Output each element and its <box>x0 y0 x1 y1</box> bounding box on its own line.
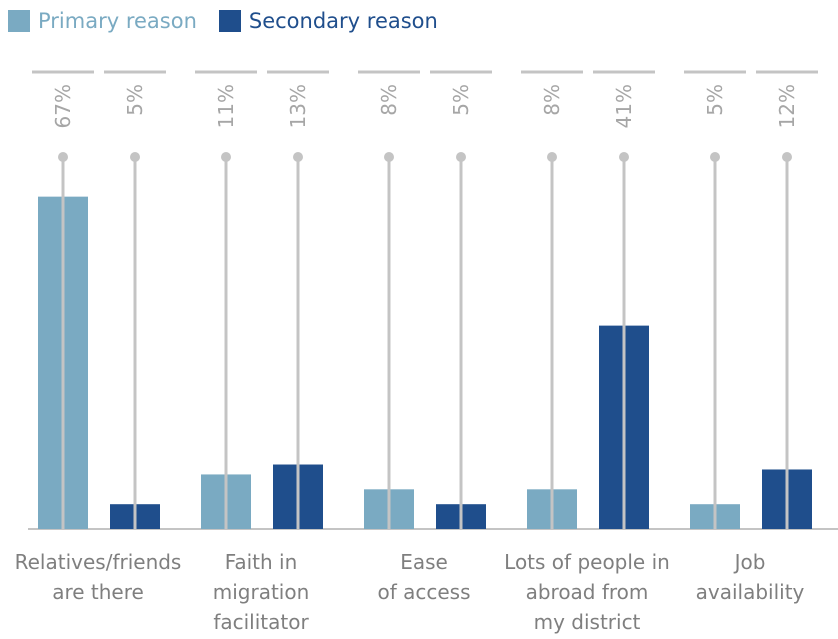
value-stem-dot-1-0 <box>130 152 140 162</box>
legend-item-primary: Primary reason <box>8 9 197 33</box>
value-label-0-4: 5% <box>703 84 727 116</box>
chart-legend: Primary reason Secondary reason <box>8 6 460 36</box>
category-label-line: Ease <box>400 550 448 574</box>
value-label-1-1: 13% <box>286 84 310 128</box>
category-label-line: Job <box>733 550 766 574</box>
category-label-line: Faith in <box>225 550 298 574</box>
value-stem-dot-0-3 <box>547 152 557 162</box>
category-label-line: my district <box>534 610 641 634</box>
value-stem-dot-1-1 <box>293 152 303 162</box>
category-label-line: availability <box>696 580 805 604</box>
category-label-line: migration <box>213 580 310 604</box>
value-label-0-2: 8% <box>377 84 401 116</box>
category-label-3: Lots of people in abroad from my district <box>504 550 670 634</box>
category-label-line: Relatives/friends <box>15 550 182 574</box>
legend-swatch-primary <box>8 10 30 32</box>
category-label-line: facilitator <box>213 610 309 634</box>
value-stem-dot-0-1 <box>221 152 231 162</box>
category-label-line: are there <box>52 580 144 604</box>
value-label-0-1: 11% <box>214 84 238 128</box>
legend-swatch-secondary <box>218 10 241 32</box>
value-label-1-2: 5% <box>449 84 473 116</box>
value-label-0-0: 67% <box>51 84 75 128</box>
value-stem-dot-1-3 <box>619 152 629 162</box>
category-label-line: Lots of people in <box>504 550 670 574</box>
value-stem-dot-1-2 <box>456 152 466 162</box>
legend-label-secondary: Secondary reason <box>248 9 438 33</box>
category-label-1: Faith in migration facilitator <box>213 550 310 634</box>
legend-label-primary: Primary reason <box>38 9 197 33</box>
category-label-4: Job availability <box>696 550 805 604</box>
category-label-line: of access <box>377 580 470 604</box>
category-label-line: abroad from <box>526 580 649 604</box>
value-stem-dot-1-4 <box>782 152 792 162</box>
value-label-1-0: 5% <box>123 84 147 116</box>
value-label-1-4: 12% <box>775 84 799 128</box>
value-stem-dot-0-4 <box>710 152 720 162</box>
legend-item-secondary: Secondary reason <box>218 9 438 33</box>
category-label-0: Relatives/friends are there <box>15 550 182 604</box>
value-label-1-3: 41% <box>612 84 636 128</box>
value-stem-dot-0-0 <box>58 152 68 162</box>
value-stem-dot-0-2 <box>384 152 394 162</box>
value-label-0-3: 8% <box>540 84 564 116</box>
category-label-2: Ease of access <box>377 550 470 604</box>
